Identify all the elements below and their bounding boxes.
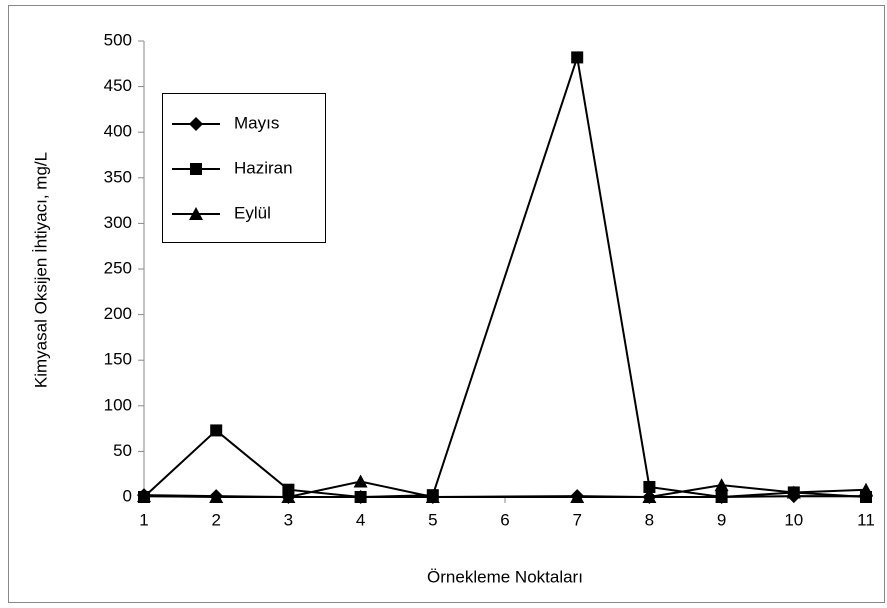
x-tick-label: 4	[356, 510, 365, 529]
chart-frame	[8, 5, 885, 603]
y-tick-label: 350	[104, 167, 132, 186]
y-tick-label: 450	[104, 76, 132, 95]
y-axis-title: Kimyasal Oksijen İhtiyacı, mg/L	[31, 152, 50, 388]
marker	[137, 489, 151, 503]
y-tick-label: 300	[104, 213, 132, 232]
legend-label: Eylül	[234, 203, 271, 222]
y-tick-label: 50	[113, 441, 132, 460]
x-tick-label: 10	[784, 510, 803, 529]
marker	[642, 490, 657, 503]
marker	[643, 480, 656, 493]
marker	[189, 117, 203, 131]
y-tick-label: 150	[104, 350, 132, 369]
marker	[570, 490, 585, 503]
y-tick-label: 250	[104, 258, 132, 277]
marker	[715, 491, 728, 503]
y-tick-label: 200	[104, 304, 132, 323]
marker	[571, 51, 584, 64]
legend-label: Haziran	[234, 158, 293, 177]
marker	[189, 207, 203, 220]
x-tick-label: 1	[139, 510, 148, 529]
marker	[281, 490, 296, 503]
x-tick-label: 6	[500, 510, 509, 529]
y-tick-label: 100	[104, 395, 132, 414]
marker	[190, 163, 202, 175]
marker	[282, 483, 295, 496]
x-tick-label: 9	[717, 510, 726, 529]
x-tick-label: 11	[857, 510, 875, 529]
marker	[859, 482, 873, 496]
marker	[786, 485, 801, 499]
marker	[425, 490, 440, 503]
x-tick-label: 8	[645, 510, 654, 529]
x-tick-label: 2	[211, 510, 220, 529]
x-tick-label: 7	[572, 510, 581, 529]
marker	[714, 478, 729, 492]
legend-label: Mayıs	[234, 113, 279, 132]
marker	[353, 474, 368, 488]
marker	[210, 424, 223, 437]
y-tick-label: 500	[104, 30, 132, 49]
y-tick-label: 0	[123, 486, 132, 505]
series-line	[143, 57, 867, 499]
x-tick-label: 3	[284, 510, 293, 529]
marker	[354, 491, 367, 503]
x-tick-label: 5	[428, 510, 437, 529]
marker	[209, 490, 224, 503]
series-line	[143, 480, 867, 498]
x-axis-title: Örnekleme Noktaları	[427, 567, 583, 586]
y-tick-label: 400	[104, 122, 132, 141]
